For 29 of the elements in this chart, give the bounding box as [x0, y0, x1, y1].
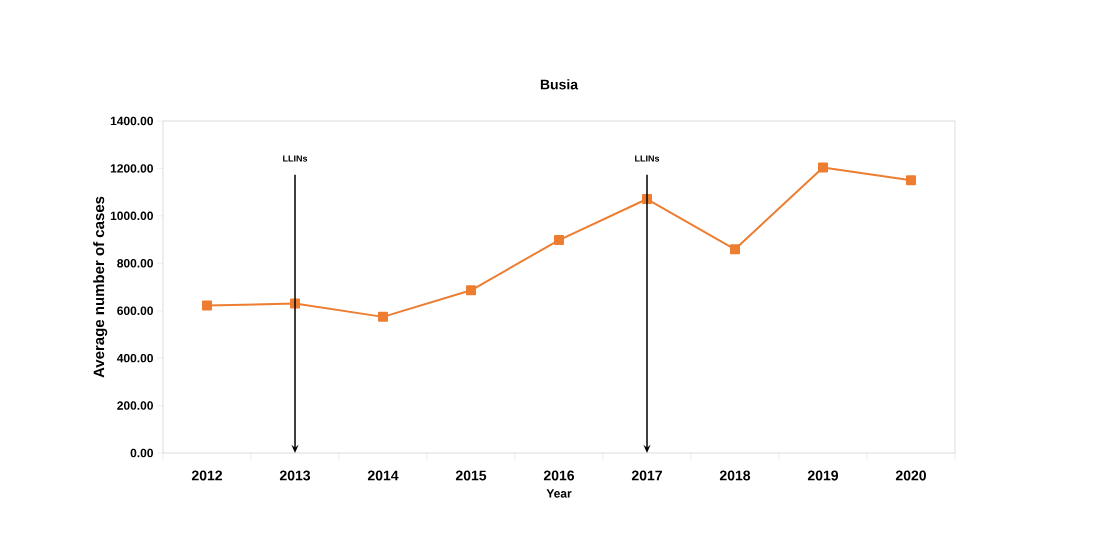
y-tick-label: 600.00: [117, 306, 153, 315]
y-axis-title: Average number of cases: [93, 196, 108, 378]
x-tick-label: 2013: [279, 470, 311, 481]
x-tick-label: 2017: [631, 470, 662, 481]
chart-title: Busia: [540, 79, 579, 90]
point: [730, 244, 740, 255]
point: [202, 300, 213, 311]
y-tick-label: 0.00: [130, 448, 153, 458]
x-tick-label: 2019: [807, 470, 839, 481]
point: [554, 235, 564, 246]
y-tick-label: 1400.00: [110, 116, 153, 126]
y-tick-label: 200.00: [117, 401, 153, 410]
point: [378, 311, 389, 322]
x-tick-label: 2015: [455, 470, 487, 481]
point: [905, 175, 916, 186]
point: [818, 162, 828, 173]
ref-line-label: LLINs: [635, 155, 660, 162]
point: [466, 285, 476, 296]
x-tick-label: 2018: [719, 470, 751, 481]
y-tick-label: 1000.00: [110, 211, 153, 221]
x-tick-label: 2020: [895, 470, 926, 481]
x-tick-label: 2014: [367, 470, 399, 481]
ref-line-label: LLINs: [283, 155, 308, 162]
x-axis-title: Year: [546, 489, 572, 498]
y-tick-label: 400.00: [116, 353, 153, 363]
y-tick-label: 1200.00: [110, 164, 153, 173]
y-tick-label: 800.00: [117, 259, 153, 268]
x-tick-label: 2012: [191, 470, 223, 481]
x-tick-label: 2016: [543, 470, 575, 481]
